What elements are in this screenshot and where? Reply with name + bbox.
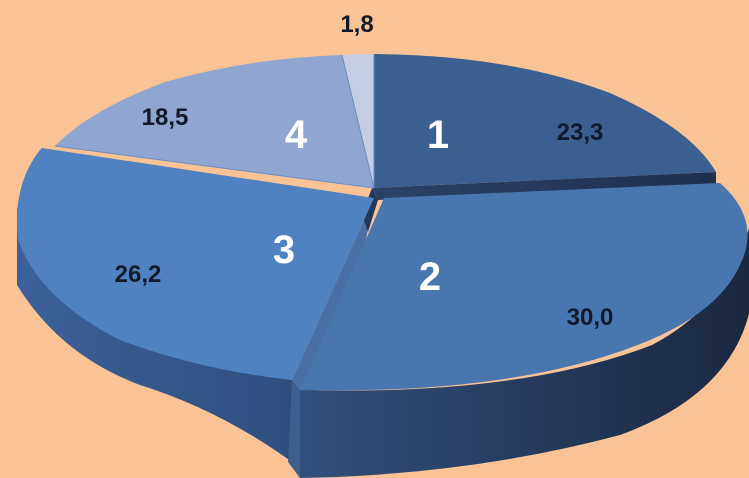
slice-label-2: 2: [419, 255, 441, 299]
slice-label-1: 1: [427, 113, 449, 157]
value-label-4: 18,5: [142, 104, 189, 131]
slice-1-side: [372, 172, 716, 200]
value-label-2: 30,0: [567, 304, 614, 331]
value-label-5: 1,8: [340, 11, 373, 38]
slice-label-3: 3: [273, 228, 295, 272]
slice-1-front: [362, 188, 378, 232]
slice-4-top: [55, 55, 374, 188]
slice-2-top: [300, 183, 748, 391]
slice-2-side-left: [288, 380, 300, 478]
slice-label-4: 4: [285, 113, 308, 157]
value-label-1: 23,3: [557, 119, 604, 146]
slice-edge-highlights: [54, 54, 375, 189]
slice-1-top: [374, 54, 716, 188]
value-label-3: 26,2: [115, 261, 162, 288]
slice-3-side: [17, 207, 292, 462]
slice-3-top: [16, 148, 375, 380]
slice-2-side: [300, 228, 749, 478]
